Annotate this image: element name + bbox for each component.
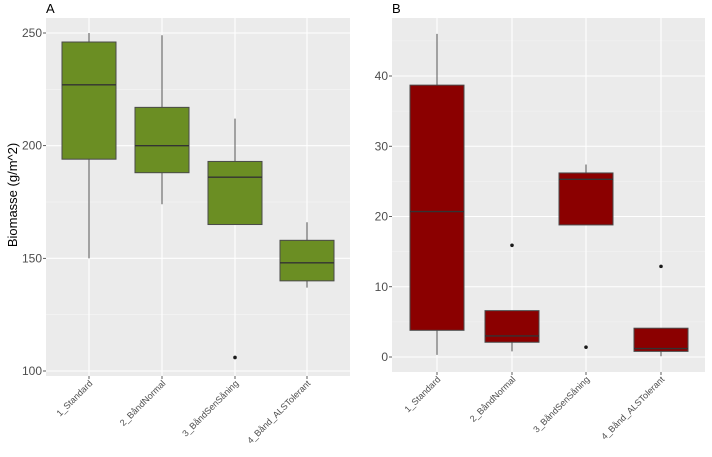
box-2 (484, 243, 540, 352)
y-tick-label: 30 (375, 139, 389, 153)
box-body (134, 106, 190, 174)
panel-title: B (392, 1, 401, 16)
x-tick-label: 2_BåndNormal (118, 378, 168, 428)
box-body (409, 84, 465, 331)
y-axis-title: Biomasse (g/m^2) (5, 143, 20, 247)
y-tick-label: 40 (375, 69, 389, 83)
x-tick-label: 1_Standard (54, 378, 94, 418)
outlier-point (584, 345, 588, 349)
box-1 (61, 33, 117, 259)
box-body (279, 239, 335, 282)
panel-A: A 100 150 200 250 1_Standard 2_BåndNormal 3_Bån… (22, 1, 350, 446)
x-tick-label: 4_Bånd_ALSTolerant (599, 374, 667, 442)
x-tick-label: 3_BåndSenSåning (531, 374, 591, 434)
panel-B: B 0 10 20 30 40 1_Standard 2_BåndNormal 3_BåndSe… (375, 1, 705, 442)
x-tick-label: 1_Standard (402, 374, 442, 414)
y-tick-label: 20 (375, 210, 389, 224)
outlier-point (510, 243, 514, 248)
y-tick-label: 200 (22, 139, 42, 153)
box-1 (409, 33, 465, 355)
y-tick-label: 150 (22, 251, 42, 265)
box-body (633, 327, 689, 352)
box-3 (558, 164, 614, 349)
x-tick-label: 2_BåndNormal (468, 374, 518, 424)
panel-title: A (46, 1, 55, 16)
box-3 (207, 118, 263, 360)
box-body (484, 310, 540, 343)
box-body (558, 172, 614, 226)
outlier-point (659, 264, 663, 269)
y-tick-label: 0 (381, 350, 388, 364)
y-tick-label: 250 (22, 26, 42, 40)
outlier-point (233, 355, 237, 360)
box-body (207, 160, 263, 226)
x-tick-label: 4_Bånd_ALSTolerant (245, 378, 313, 446)
y-tick-label: 100 (22, 364, 42, 378)
y-tick-label: 10 (375, 280, 389, 294)
box-2 (134, 35, 190, 205)
box-body (61, 41, 117, 160)
box-4 (633, 264, 689, 357)
box-4 (279, 222, 335, 288)
x-tick-label: 3_BåndSenSåning (180, 378, 240, 438)
